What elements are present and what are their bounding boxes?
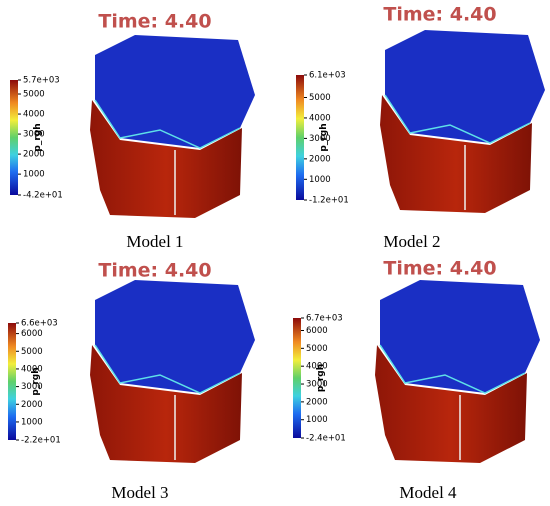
colorbar-tick-label: 4000 (23, 110, 45, 120)
panel: Time: 4.40 Model 4 p_rgh 6.7e+03 -2.4e+01 100… (293, 258, 540, 502)
panel: Time: 4.40 Model 1 p_rgh 5.7e+03 -4.2e+01 100… (10, 11, 255, 251)
colorbar-tick-label: 3000 (306, 380, 328, 390)
model-top (385, 30, 545, 143)
model-label: Model 1 (126, 232, 183, 251)
colorbar-tick-label: 6000 (306, 326, 328, 336)
colorbar (293, 318, 301, 438)
colorbar-tick-label: 1000 (306, 415, 328, 425)
model-top (95, 35, 255, 148)
colorbar-tick-label: -1.2e+01 (309, 196, 349, 206)
panel-title: Time: 4.40 (98, 11, 211, 33)
colorbar-tick-label: 2000 (306, 397, 328, 407)
colorbar-tick-label: 3000 (309, 134, 331, 144)
colorbar-tick-label: 5.7e+03 (23, 76, 60, 86)
model-interface (379, 344, 526, 394)
model-body (90, 345, 242, 463)
colorbar-tick-label: -2.4e+01 (306, 434, 346, 444)
panel: Time: 4.40 Model 3 p_rgh 6.6e+03 -2.2e+01 100… (8, 260, 255, 502)
model-body (380, 95, 532, 213)
colorbar-tick-label: 2000 (23, 150, 45, 160)
colorbar-title: p_rgh (33, 123, 43, 151)
colorbar-tick-label: 4000 (309, 113, 331, 123)
colorbar (8, 323, 16, 440)
colorbar-tick-label: 6.7e+03 (306, 314, 343, 324)
panel-title: Time: 4.40 (98, 260, 211, 282)
colorbar-tick-label: 2000 (21, 400, 43, 410)
panel: Time: 4.40 Model 2 p_rgh 6.1e+03 -1.2e+01 100… (296, 4, 545, 251)
colorbar-tick-label: 2000 (309, 154, 331, 164)
colorbar-title: p_rgh (319, 123, 329, 151)
colorbar-tick-label: 6000 (21, 329, 43, 339)
model-interface (94, 344, 241, 394)
colorbar-tick-label: 3000 (23, 130, 45, 140)
model-top (380, 280, 540, 393)
model-body (375, 345, 527, 463)
colorbar-tick-label: 3000 (21, 382, 43, 392)
colorbar-tick-label: 5000 (21, 347, 43, 357)
colorbar-tick-label: 4000 (21, 364, 43, 374)
colorbar-tick-label: -2.2e+01 (21, 436, 61, 446)
colorbar-tick-label: 5000 (306, 344, 328, 354)
colorbar-tick-label: 1000 (309, 175, 331, 185)
panel-title: Time: 4.40 (383, 258, 496, 280)
model-interface (384, 94, 531, 144)
colorbar-tick-label: 5000 (23, 90, 45, 100)
colorbar-tick-label: 4000 (306, 362, 328, 372)
model-interface (94, 99, 241, 149)
model-body (90, 100, 242, 218)
model-label: Model 2 (383, 232, 440, 251)
colorbar (10, 80, 18, 195)
colorbar-title: p_rgh (316, 364, 326, 392)
model-top (95, 280, 255, 393)
colorbar-title: p_rgh (31, 367, 41, 395)
model-label: Model 3 (111, 483, 168, 502)
panel-title: Time: 4.40 (383, 4, 496, 26)
colorbar-tick-label: 6.1e+03 (309, 71, 346, 81)
colorbar-tick-label: 1000 (21, 417, 43, 427)
colorbar-tick-label: -4.2e+01 (23, 191, 63, 201)
model-label: Model 4 (399, 483, 457, 502)
colorbar-tick-label: 5000 (309, 93, 331, 103)
colorbar-tick-label: 6.6e+03 (21, 319, 58, 329)
colorbar-tick-label: 1000 (23, 170, 45, 180)
colorbar (296, 75, 304, 200)
